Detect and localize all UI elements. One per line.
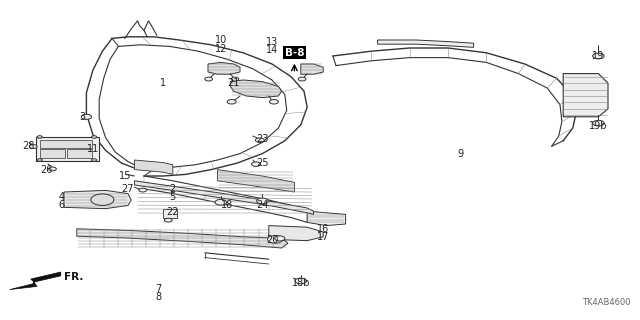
Bar xyxy=(40,140,92,148)
Text: TK4AB4600: TK4AB4600 xyxy=(582,298,630,307)
Circle shape xyxy=(37,136,42,138)
Text: 25: 25 xyxy=(256,158,269,168)
Circle shape xyxy=(215,199,227,205)
Circle shape xyxy=(593,53,604,59)
Text: 12: 12 xyxy=(214,44,227,54)
Circle shape xyxy=(269,100,278,104)
Polygon shape xyxy=(10,272,61,290)
Circle shape xyxy=(37,159,42,161)
Text: 18: 18 xyxy=(221,200,234,210)
Text: 7: 7 xyxy=(156,284,162,294)
Text: 19: 19 xyxy=(592,51,605,61)
Circle shape xyxy=(139,188,147,192)
Text: 22: 22 xyxy=(166,207,179,217)
Circle shape xyxy=(49,167,56,171)
Bar xyxy=(36,137,99,161)
Circle shape xyxy=(92,159,97,161)
Text: 21: 21 xyxy=(227,78,240,88)
Polygon shape xyxy=(230,80,282,98)
Circle shape xyxy=(252,162,260,166)
Circle shape xyxy=(275,236,285,241)
Polygon shape xyxy=(77,229,288,248)
Circle shape xyxy=(255,138,264,142)
Circle shape xyxy=(268,236,283,243)
Text: 13: 13 xyxy=(266,36,278,47)
Polygon shape xyxy=(301,64,323,74)
Text: 19b: 19b xyxy=(589,121,607,132)
Circle shape xyxy=(298,77,306,81)
Text: 18b: 18b xyxy=(292,278,310,288)
Circle shape xyxy=(92,136,97,138)
Text: B-8: B-8 xyxy=(285,48,304,58)
Polygon shape xyxy=(307,211,346,226)
Text: 4: 4 xyxy=(58,192,65,202)
Text: 11: 11 xyxy=(86,144,99,154)
Text: 5: 5 xyxy=(170,192,176,202)
Polygon shape xyxy=(134,181,314,214)
Text: 26: 26 xyxy=(40,165,52,175)
Polygon shape xyxy=(563,74,608,117)
Circle shape xyxy=(205,77,212,81)
Text: 2: 2 xyxy=(170,184,176,194)
Text: 9: 9 xyxy=(458,148,464,159)
Polygon shape xyxy=(64,190,131,209)
Text: FR.: FR. xyxy=(64,272,83,282)
Text: 28: 28 xyxy=(22,140,35,151)
Text: 6: 6 xyxy=(58,200,65,210)
Circle shape xyxy=(81,114,92,119)
Bar xyxy=(67,149,92,158)
Text: 16: 16 xyxy=(317,224,330,234)
Circle shape xyxy=(257,198,268,204)
Bar xyxy=(163,209,177,218)
Text: 10: 10 xyxy=(214,35,227,45)
Polygon shape xyxy=(378,40,474,47)
Circle shape xyxy=(91,194,114,205)
Polygon shape xyxy=(218,170,294,192)
Text: 14: 14 xyxy=(266,44,278,55)
Text: 23: 23 xyxy=(256,134,269,144)
Text: 24: 24 xyxy=(256,200,269,210)
Circle shape xyxy=(593,120,604,126)
Text: 8: 8 xyxy=(156,292,162,302)
Polygon shape xyxy=(269,226,323,241)
Circle shape xyxy=(227,100,236,104)
Text: 20: 20 xyxy=(266,235,278,245)
Circle shape xyxy=(164,218,172,222)
Text: 27: 27 xyxy=(122,184,134,194)
Bar xyxy=(40,149,65,158)
Polygon shape xyxy=(208,62,240,74)
Circle shape xyxy=(295,278,307,284)
Text: 17: 17 xyxy=(317,232,330,243)
Circle shape xyxy=(231,77,239,81)
Circle shape xyxy=(29,145,37,148)
Text: 3: 3 xyxy=(79,112,85,122)
Text: 15: 15 xyxy=(118,171,131,181)
Text: 1: 1 xyxy=(160,78,166,88)
Polygon shape xyxy=(134,160,173,174)
